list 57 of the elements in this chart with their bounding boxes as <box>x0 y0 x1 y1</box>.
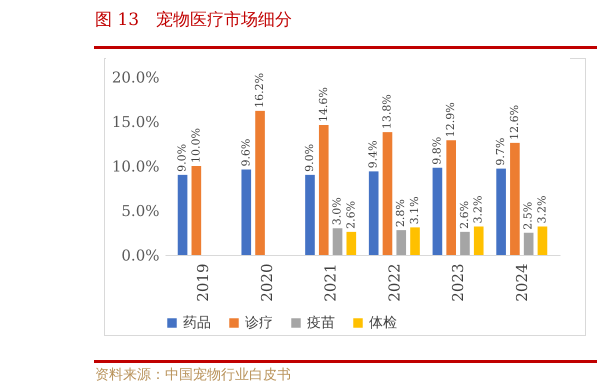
legend-label: 药品 <box>183 315 211 331</box>
data-label: 3.2% <box>472 196 485 224</box>
bar <box>410 227 420 255</box>
data-label: 9.4% <box>366 140 380 168</box>
y-tick-label: 20.0% <box>112 68 160 86</box>
data-label: 12.9% <box>444 102 458 138</box>
bar <box>432 168 442 255</box>
text: 资料来源：中国宠物行业白皮书 <box>95 366 291 384</box>
bar <box>396 230 406 255</box>
bar <box>460 232 470 255</box>
data-label: 2.5% <box>522 202 535 230</box>
x-tick-label: 2024 <box>512 264 531 302</box>
data-label: 9.6% <box>239 138 252 167</box>
x-tick-label: 2021 <box>322 264 340 302</box>
bar <box>538 226 548 255</box>
bar <box>255 110 265 255</box>
x-tick-label: 2022 <box>385 264 404 302</box>
legend-label: 疫苗 <box>307 315 335 331</box>
y-tick-label: 15.0% <box>112 113 160 131</box>
data-label: 9.0% <box>176 144 189 172</box>
data-label: 2.6% <box>344 200 358 229</box>
y-tick-label: 0.0% <box>121 246 160 264</box>
bar <box>305 174 315 255</box>
data-label: 2.8% <box>394 199 408 228</box>
y-tick-label: 10.0% <box>112 158 160 176</box>
bar <box>192 166 202 255</box>
data-label: 2.6% <box>458 200 471 229</box>
legend-label: 诊疗 <box>245 315 273 331</box>
bar <box>346 232 356 255</box>
data-label: 12.6% <box>508 104 521 140</box>
data-label: 9.8% <box>430 136 444 165</box>
bar <box>241 170 252 255</box>
data-label: 14.6% <box>316 87 330 122</box>
bar <box>318 125 329 255</box>
x-tick-label: 2020 <box>258 264 276 302</box>
data-label: 3.0% <box>330 197 344 226</box>
y-tick-label: 5.0% <box>121 202 160 220</box>
data-label: 9.7% <box>494 138 508 166</box>
data-label: 3.1% <box>408 196 422 224</box>
x-tick-label: 2023 <box>449 264 468 302</box>
data-label: 9.0% <box>302 144 316 172</box>
bar <box>178 174 188 255</box>
bar <box>332 228 342 255</box>
legend-label: 体检 <box>369 315 397 331</box>
bar <box>368 171 379 255</box>
x-tick-label: 2019 <box>194 264 212 302</box>
bar <box>524 232 534 255</box>
bar <box>496 168 506 255</box>
chart-title: 图 13 宠物医疗市场细分 <box>95 9 292 31</box>
data-label: 16.2% <box>253 72 266 108</box>
data-label: 13.8% <box>380 94 394 130</box>
bar <box>446 140 456 255</box>
data-label: 10.0% <box>189 128 202 163</box>
bar <box>382 132 392 255</box>
bar <box>510 142 520 255</box>
data-label: 3.2% <box>535 196 548 224</box>
bar <box>474 226 484 255</box>
